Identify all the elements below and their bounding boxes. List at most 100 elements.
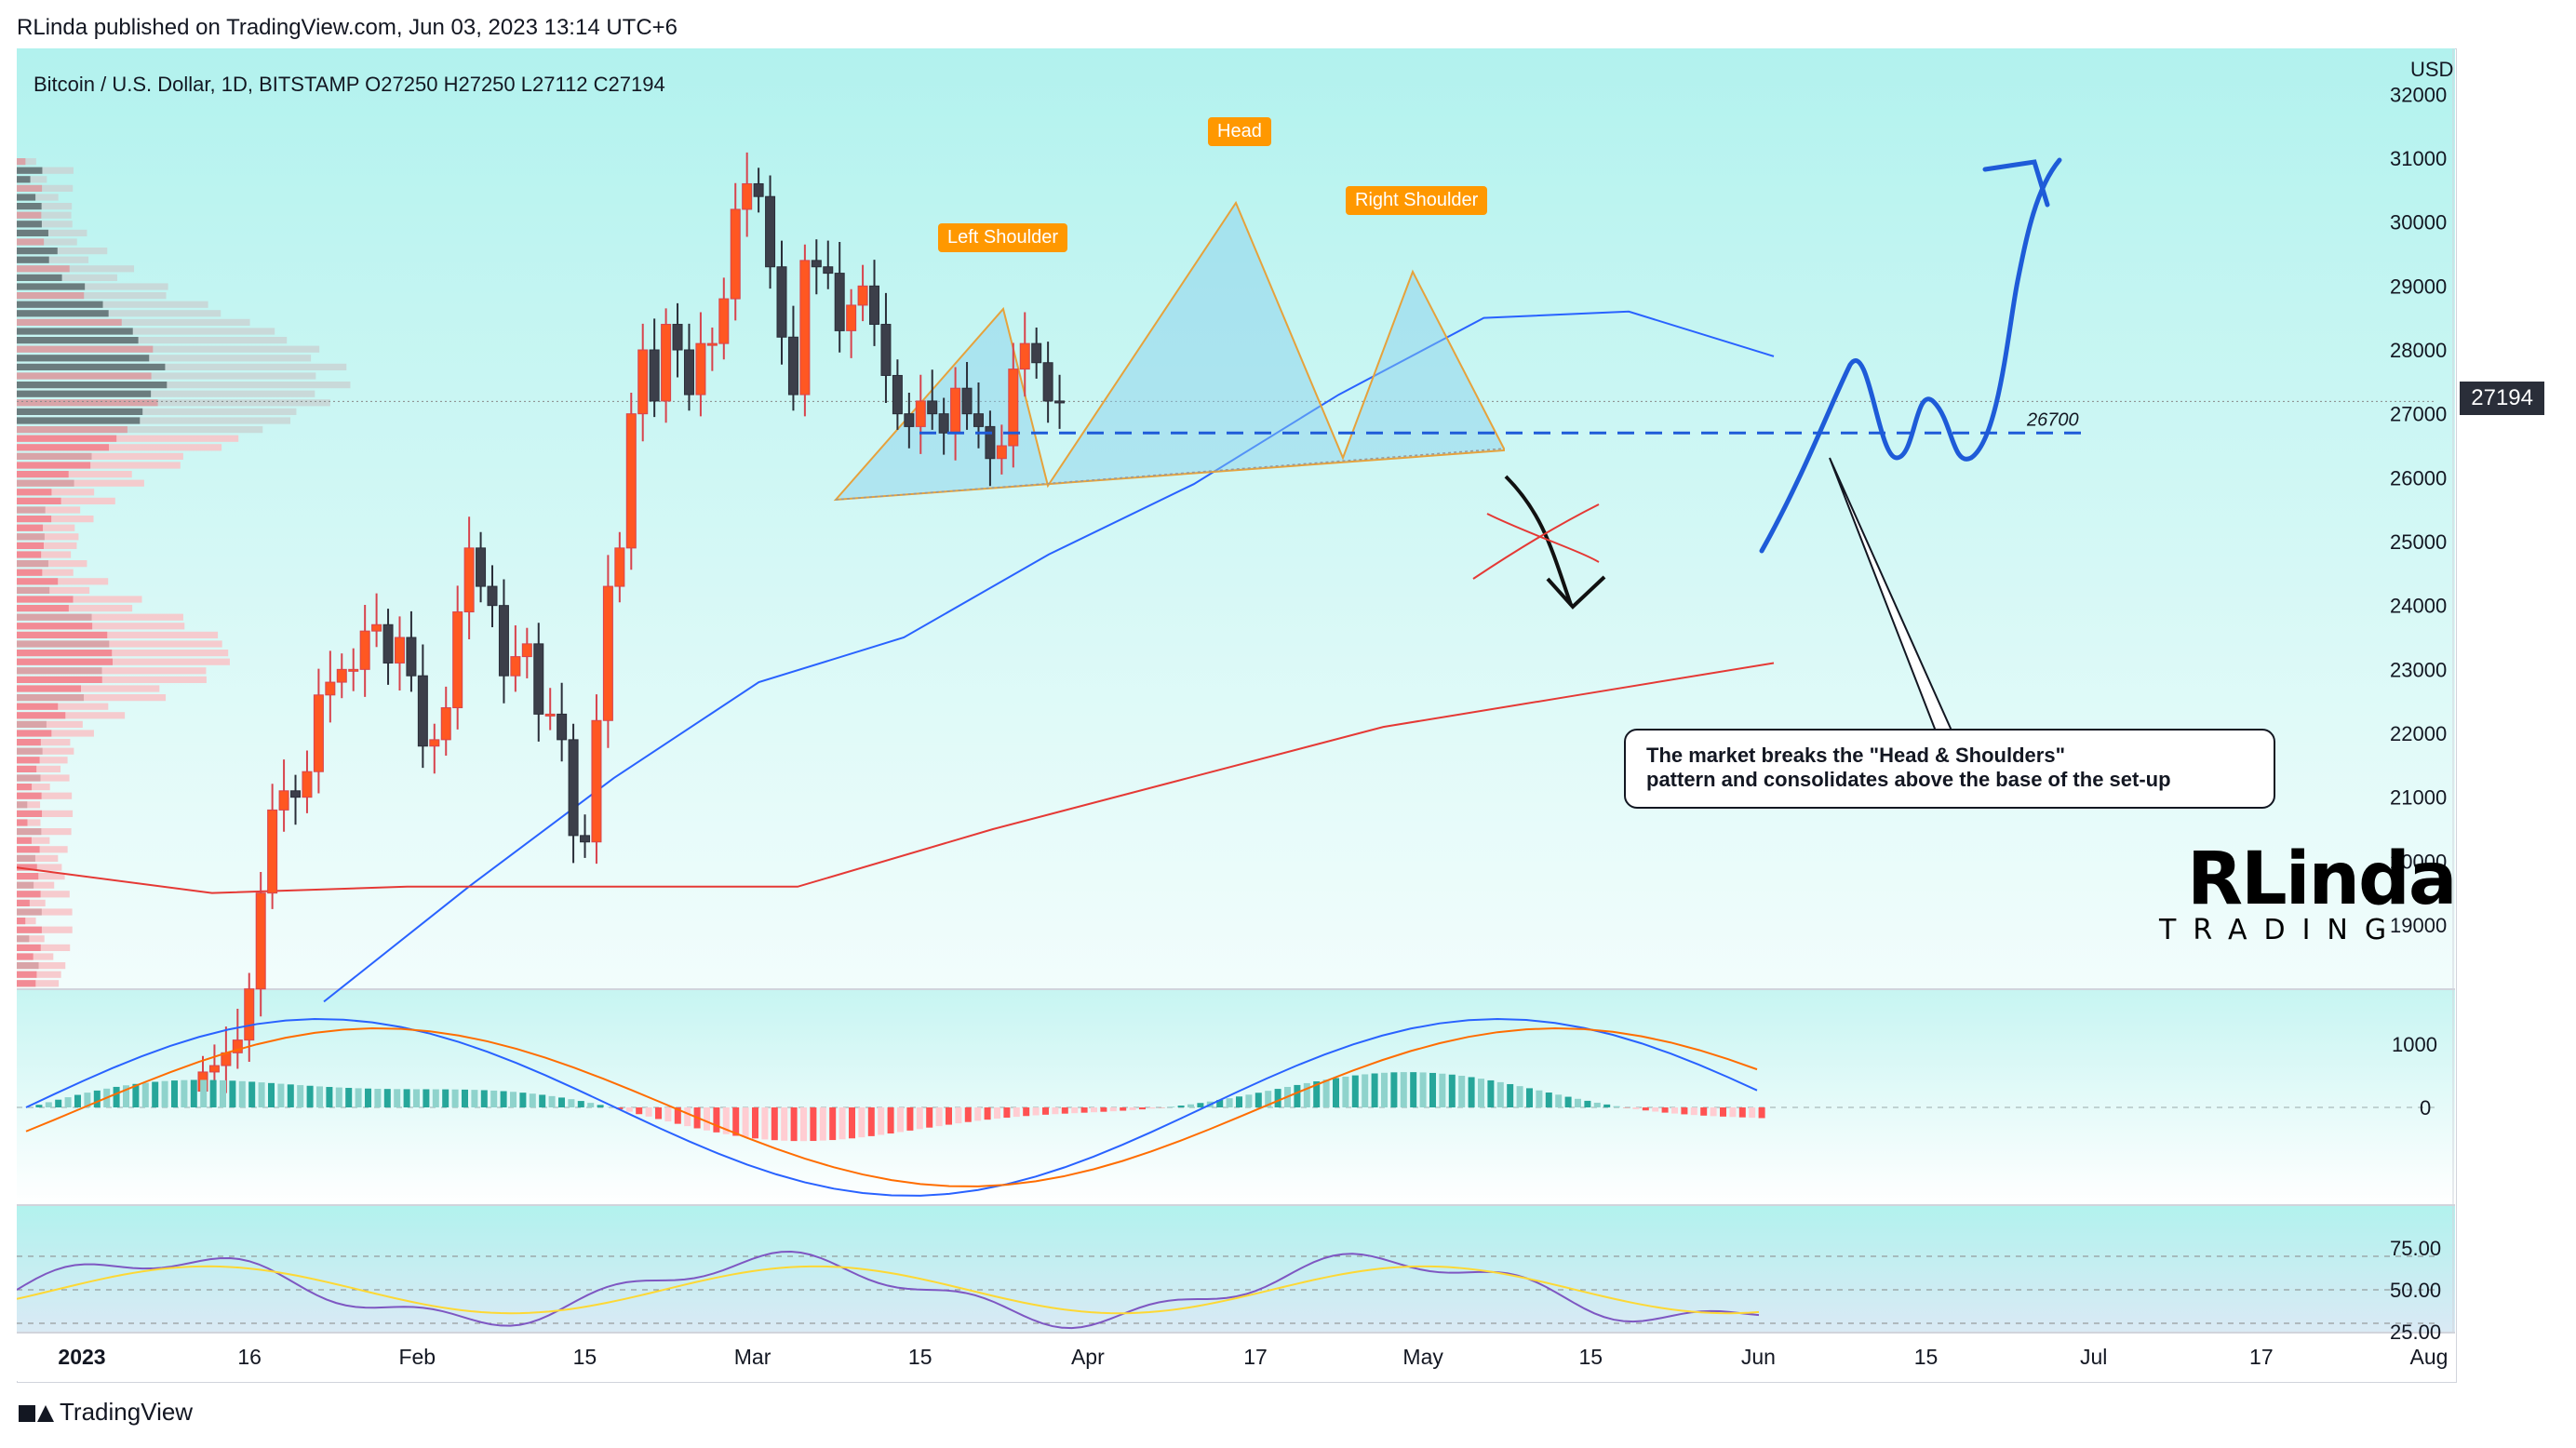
rsi-tick: 75.00	[2390, 1237, 2441, 1260]
macd-bar	[1720, 1107, 1726, 1117]
candle-body	[267, 809, 278, 894]
volume-bar	[17, 184, 74, 192]
macd-bar	[781, 1107, 788, 1141]
volume-bar-inner	[17, 417, 141, 424]
logo-main-text: RLinda	[2187, 838, 2457, 921]
volume-bar	[17, 292, 167, 300]
price-tick: 22000	[2390, 722, 2447, 745]
volume-bar	[17, 444, 222, 451]
volume-bar-inner	[17, 694, 85, 702]
macd-bar	[200, 1079, 208, 1107]
right-shoulder-label: Right Shoulder	[1346, 186, 1488, 215]
time-tick: Feb	[398, 1345, 436, 1369]
volume-bar	[17, 452, 183, 460]
volume-bar	[17, 613, 183, 621]
volume-bar	[17, 479, 144, 487]
volume-bar-inner	[17, 703, 59, 710]
time-tick: Aug	[2410, 1345, 2449, 1369]
candle-body	[811, 260, 822, 268]
macd-bar	[1362, 1074, 1369, 1107]
price-tick: 31000	[2390, 147, 2447, 170]
price-tick: 29000	[2390, 275, 2447, 298]
macd-bar	[587, 1103, 595, 1107]
macd-bar	[664, 1107, 672, 1122]
time-tick: 15	[1578, 1345, 1603, 1369]
time-tick: 15	[908, 1345, 932, 1369]
volume-bar	[17, 328, 275, 335]
macd-bar	[1274, 1089, 1281, 1107]
macd-bar	[1148, 1107, 1156, 1109]
neckline	[835, 448, 1505, 501]
macd-bar	[867, 1107, 875, 1136]
volume-bar	[17, 757, 68, 764]
volume-bar	[17, 926, 73, 933]
candle-body	[683, 349, 694, 396]
candle-body	[452, 611, 463, 709]
cross-line-1	[1472, 503, 1600, 580]
note-line-2: pattern and consolidates above the base …	[1646, 768, 2171, 791]
volume-bar-inner	[17, 444, 110, 451]
volume-bar-inner	[17, 184, 43, 192]
volume-bar	[17, 801, 41, 809]
candle-body	[336, 668, 347, 683]
volume-bar-inner	[17, 864, 37, 871]
volume-bar	[17, 176, 47, 183]
time-tick: May	[1402, 1345, 1443, 1369]
macd-bar	[335, 1087, 342, 1107]
candle-body	[834, 273, 845, 331]
macd-bar	[655, 1107, 662, 1120]
candle-body	[417, 675, 428, 747]
candle-body	[742, 182, 753, 210]
macd-bar	[636, 1107, 643, 1115]
volume-bar-inner	[17, 765, 37, 772]
macd-tick-1000: 1000	[2392, 1033, 2437, 1056]
volume-bar	[17, 918, 36, 925]
volume-bar-inner	[17, 739, 41, 746]
macd-bar	[1381, 1072, 1388, 1107]
macd-bar	[297, 1085, 304, 1107]
volume-bar-inner	[17, 399, 158, 407]
macd-bar	[674, 1107, 681, 1124]
volume-bar-inner	[17, 452, 92, 460]
macd-bar	[190, 1079, 197, 1107]
candle-body	[394, 637, 405, 664]
volume-bar-inner	[17, 426, 127, 434]
axes: USD 19000 20000 21000 22000 23000 24000 25000 26…	[58, 58, 2453, 1369]
macd-bar	[113, 1086, 120, 1107]
candle-body	[996, 445, 1007, 460]
macd-bar	[1652, 1107, 1659, 1112]
macd-bar	[326, 1087, 333, 1107]
macd-bar	[1439, 1073, 1446, 1107]
volume-bar	[17, 962, 66, 970]
volume-bar	[17, 854, 59, 862]
price-tick: 23000	[2390, 658, 2447, 681]
macd-indicator: 1000 0	[17, 1018, 2437, 1197]
macd-bar	[316, 1086, 323, 1107]
volume-bar-inner	[17, 551, 42, 558]
volume-bar-inner	[17, 586, 50, 594]
macd-bar	[248, 1081, 256, 1107]
macd-bar	[1197, 1103, 1204, 1107]
macd-bar	[1139, 1107, 1146, 1110]
macd-bar	[1061, 1107, 1068, 1114]
support-level-label: 26700	[2026, 409, 2079, 430]
macd-bar	[1109, 1107, 1117, 1112]
volume-bar-inner	[17, 792, 42, 799]
macd-bar	[93, 1090, 101, 1107]
volume-bar-inner	[17, 203, 42, 210]
volume-bar	[17, 667, 207, 675]
volume-bar	[17, 953, 54, 960]
macd-bar	[1245, 1094, 1253, 1107]
volume-bar	[17, 747, 74, 755]
volume-bar	[17, 310, 221, 317]
volume-bar-inner	[17, 747, 43, 755]
chart-svg[interactable]: 26700 1000 0 75.00 50.00 25.00 USD 19000 2000…	[17, 48, 2455, 1381]
macd-bar	[722, 1107, 730, 1134]
tradingview-brand[interactable]: TradingView	[19, 1398, 193, 1427]
rsi-indicator: 75.00 50.00 25.00	[17, 1237, 2441, 1344]
volume-bar-inner	[17, 685, 81, 692]
volume-bar	[17, 784, 50, 791]
volume-bar	[17, 533, 79, 541]
macd-bar	[181, 1079, 188, 1107]
macd-bar	[451, 1089, 459, 1107]
